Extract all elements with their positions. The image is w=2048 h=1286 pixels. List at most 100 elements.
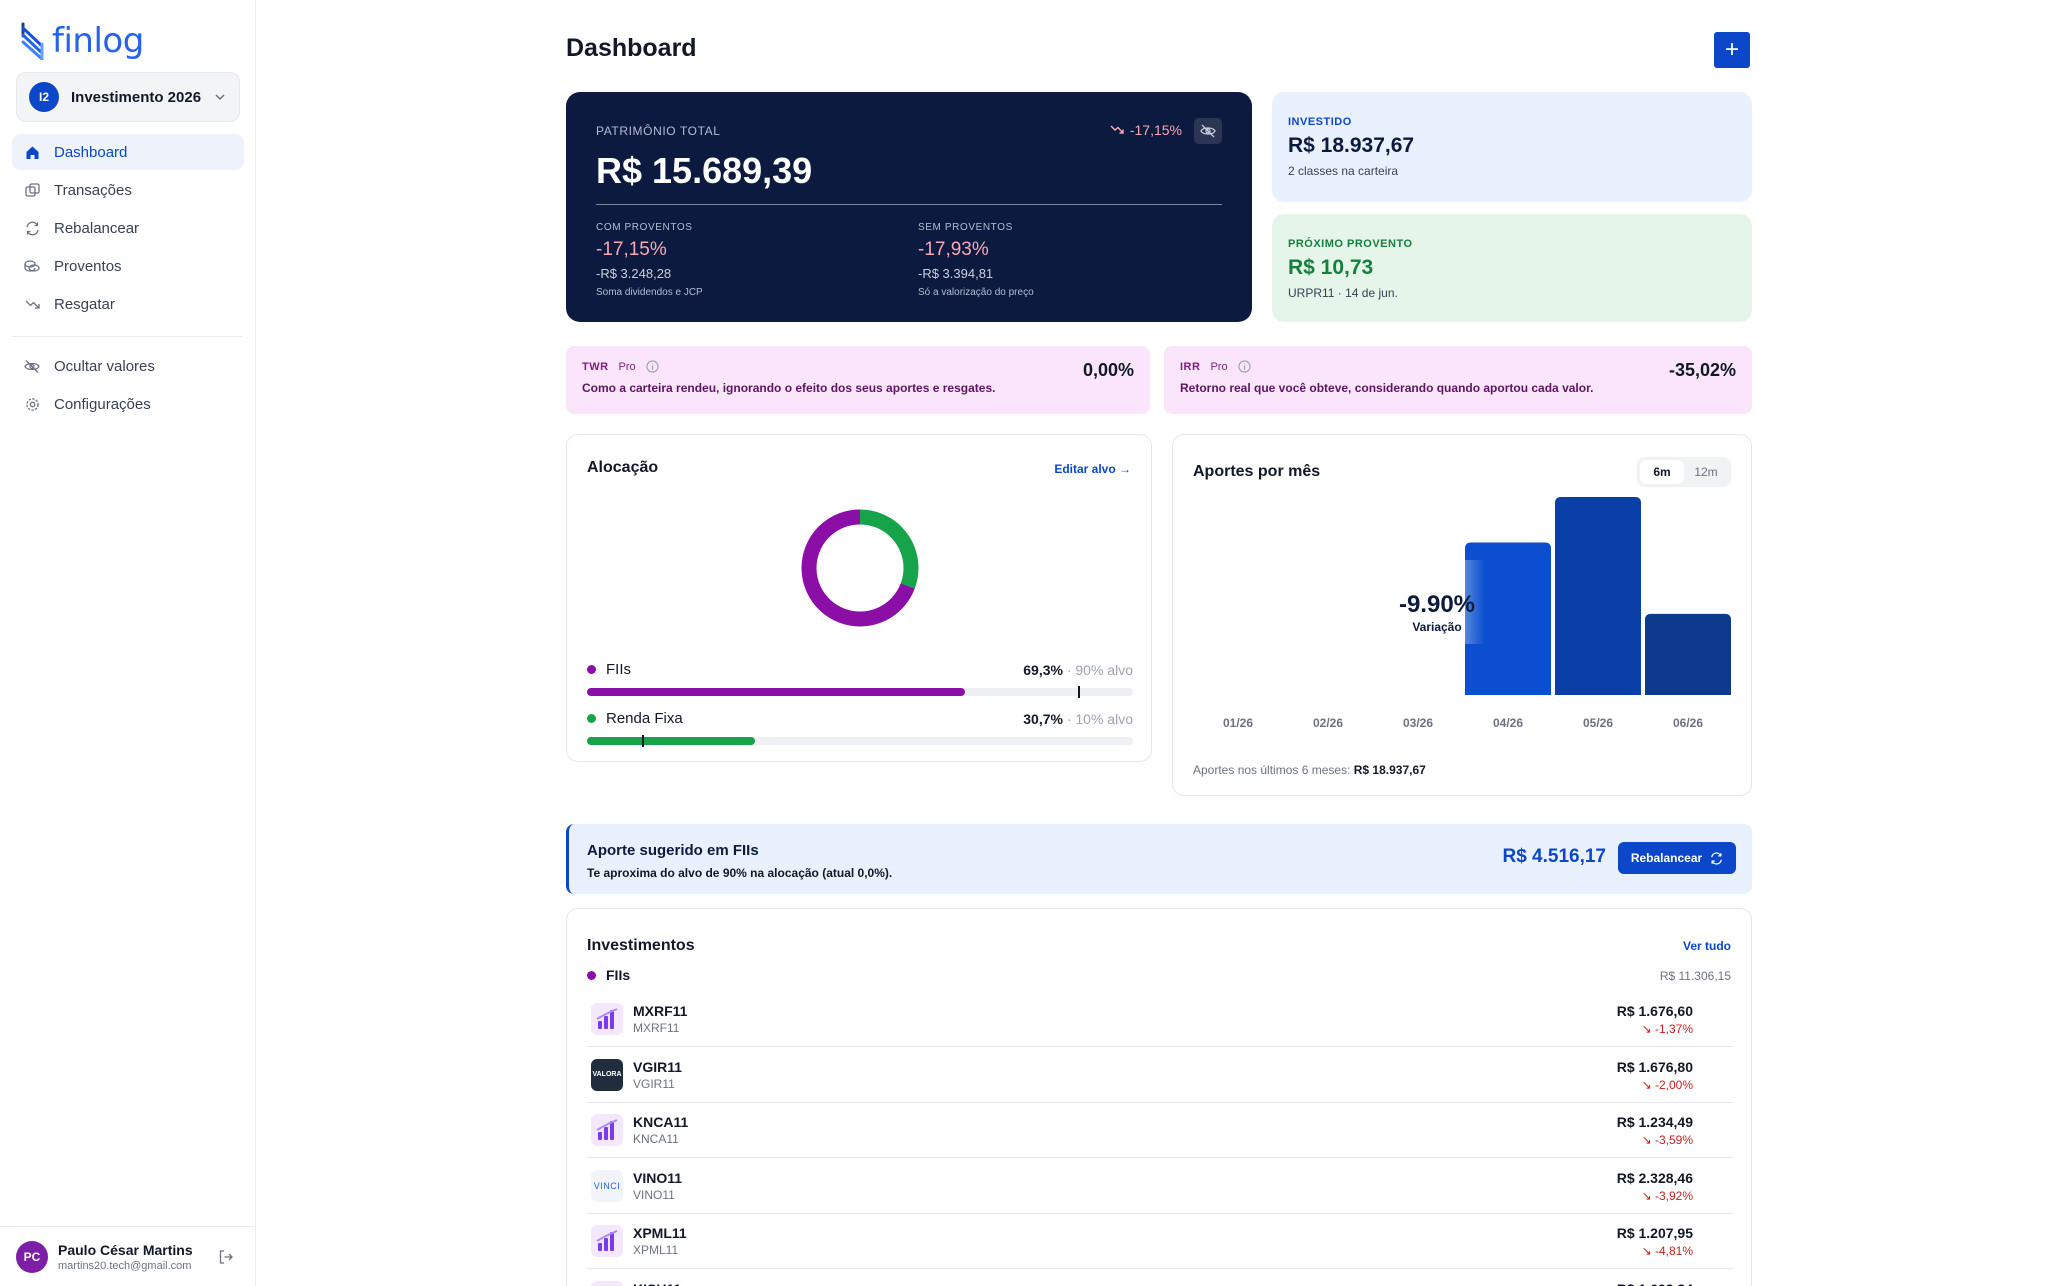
vinci-logo-icon: VINCI bbox=[591, 1169, 623, 1202]
aportes-footer-label: Aportes nos últimos 6 meses: bbox=[1193, 763, 1351, 777]
alloc-target: · 90% alvo bbox=[1066, 661, 1133, 678]
nav-item-dashboard[interactable]: Dashboard bbox=[12, 134, 244, 170]
investment-row[interactable]: VINCI VINO11 VINO11 R$ 2.328,46 ↘ -3,92% bbox=[587, 1158, 1733, 1214]
alocacao-title: Alocação bbox=[587, 459, 659, 476]
logout-icon[interactable] bbox=[218, 1249, 234, 1265]
investment-ticker: KNCA11 bbox=[633, 1114, 689, 1130]
alloc-target: · 10% alvo bbox=[1066, 710, 1133, 727]
rebalance-icon bbox=[1711, 851, 1723, 865]
logo-text: finlog bbox=[52, 21, 144, 61]
nav-item-proventos[interactable]: Proventos bbox=[12, 248, 244, 284]
investment-row[interactable]: KNCA11 KNCA11 R$ 1.234,49 ↘ -3,59% bbox=[587, 1102, 1733, 1158]
com-proventos-note: Soma dividendos e JCP bbox=[596, 287, 703, 298]
x-tick-label: 06/26 bbox=[1673, 716, 1703, 730]
alloc-name: FIIs bbox=[606, 661, 631, 678]
trending-down-icon: ↘ bbox=[1641, 1077, 1655, 1092]
group-dot bbox=[587, 970, 596, 980]
portfolio-name: Investimento 2026 bbox=[71, 88, 202, 106]
group-name: FIIs bbox=[606, 967, 631, 983]
legend-dot bbox=[587, 714, 596, 723]
aportes-footer-value: R$ 18.937,67 bbox=[1353, 763, 1426, 777]
investment-row[interactable]: KISU11 R$ 1.693,84 bbox=[587, 1269, 1733, 1286]
transactions-icon bbox=[24, 182, 40, 198]
investment-row[interactable]: XPML11 XPML11 R$ 1.207,95 ↘ -4,81% bbox=[587, 1213, 1733, 1269]
aportes-panel: Aportes por mês 6m 12m 01/26 02/26 03/26 04… bbox=[1172, 434, 1752, 796]
proximo-provento-card: PRÓXIMO PROVENTO R$ 10,73 URPR11 · 14 de… bbox=[1272, 214, 1752, 322]
variation-overlay bbox=[1395, 560, 1485, 644]
avatar[interactable]: PC bbox=[16, 1240, 48, 1273]
nav-label: Dashboard bbox=[54, 143, 128, 161]
investment-value: R$ 1.207,95 bbox=[1616, 1225, 1693, 1241]
investment-row[interactable]: VALORA VGIR11 VGIR11 R$ 1.676,80 ↘ -2,00% bbox=[587, 1047, 1733, 1103]
nav-item-ocultar-valores[interactable]: Ocultar valores bbox=[12, 348, 244, 384]
x-tick-label: 02/26 bbox=[1313, 716, 1343, 730]
nav-item-transacoes[interactable]: Transações bbox=[12, 172, 244, 208]
portfolio-badge: I2 bbox=[29, 82, 59, 112]
patrimonio-value: R$ 15.689,39 bbox=[596, 150, 813, 191]
investido-label: INVESTIDO bbox=[1288, 116, 1352, 128]
alocacao-panel: Alocação Editar alvo → FIIs 69,3% · 90% … bbox=[566, 434, 1152, 762]
add-transaction-button[interactable]: + bbox=[1714, 32, 1750, 68]
sidebar-divider bbox=[12, 336, 242, 337]
nav-label: Proventos bbox=[54, 257, 122, 275]
editar-alvo-link[interactable]: Editar alvo → bbox=[1054, 462, 1131, 476]
investment-change: ↘ -3,92% bbox=[1642, 1189, 1693, 1203]
eye-off-icon bbox=[24, 358, 40, 374]
nav-label: Resgatar bbox=[54, 295, 115, 313]
sem-proventos-pct: -17,93% bbox=[918, 239, 989, 260]
investment-ticker: XPML11 bbox=[633, 1225, 687, 1241]
period-12m[interactable]: 12m bbox=[1694, 465, 1718, 479]
group-header-fiis[interactable]: FIIs bbox=[587, 967, 630, 983]
eye-off-icon bbox=[1200, 124, 1216, 138]
investment-change: ↘ -1,37% bbox=[1642, 1022, 1693, 1036]
com-proventos-pct: -17,15% bbox=[596, 239, 667, 260]
bar-04-26[interactable] bbox=[1465, 542, 1551, 695]
twr-tag: TWR bbox=[582, 360, 609, 373]
hero-divider bbox=[596, 204, 1222, 205]
bar-06-26[interactable] bbox=[1645, 613, 1731, 695]
sem-proventos-value: -R$ 3.394,81 bbox=[918, 266, 994, 281]
trending-down-icon bbox=[24, 296, 40, 312]
alloc-row-renda-fixa[interactable]: Renda Fixa 30,7% · 10% alvo bbox=[587, 710, 1133, 747]
info-icon[interactable] bbox=[646, 360, 659, 373]
nav-item-rebalancear[interactable]: Rebalancear bbox=[12, 210, 244, 246]
patrimonio-card: PATRIMÔNIO TOTAL R$ 15.689,39 -17,15% CO… bbox=[566, 92, 1252, 322]
aportes-bar-chart: 01/26 02/26 03/26 04/26 05/26 06/26 -9.90% Va… bbox=[1223, 497, 1731, 730]
rebalancear-button[interactable]: Rebalancear bbox=[1618, 842, 1736, 874]
investment-row[interactable]: MXRF11 MXRF11 R$ 1.676,60 ↘ -1,37% bbox=[587, 991, 1733, 1047]
allocation-donut bbox=[801, 509, 919, 627]
com-proventos-value: -R$ 3.248,28 bbox=[596, 266, 672, 281]
info-icon[interactable] bbox=[1237, 360, 1251, 373]
twr-value: 0,00% bbox=[1082, 360, 1134, 380]
app-logo[interactable]: finlog bbox=[20, 20, 144, 62]
investimentos-panel: Investimentos Ver tudo FIIs R$ 11.306,15… bbox=[566, 908, 1752, 1286]
investment-subtitle: VGIR11 bbox=[633, 1076, 675, 1091]
x-tick-label: 03/26 bbox=[1403, 716, 1433, 730]
alloc-row-fiis[interactable]: FIIs 69,3% · 90% alvo bbox=[587, 661, 1133, 698]
proximo-value: R$ 10,73 bbox=[1288, 256, 1374, 279]
hide-values-button[interactable] bbox=[1194, 118, 1222, 144]
investment-change-value: -1,37% bbox=[1654, 1022, 1693, 1036]
aportes-title: Aportes por mês bbox=[1193, 463, 1321, 480]
irr-description: Retorno real que você obteve, consideran… bbox=[1180, 381, 1594, 395]
period-6m[interactable]: 6m bbox=[1640, 460, 1684, 484]
pro-badge: Pro bbox=[618, 360, 636, 373]
nav-item-configuracoes[interactable]: Configurações bbox=[12, 386, 244, 422]
finlog-logo-icon bbox=[21, 22, 44, 60]
bar-05-26[interactable] bbox=[1555, 497, 1641, 695]
rebalancear-label: Rebalancear bbox=[1630, 851, 1703, 865]
trending-down-icon bbox=[1110, 125, 1124, 134]
investment-change: ↘ -4,81% bbox=[1642, 1244, 1693, 1258]
trending-down-icon: ↘ bbox=[1641, 1188, 1655, 1203]
proximo-note: URPR11 · 14 de jun. bbox=[1288, 286, 1398, 300]
investment-subtitle: VINO11 bbox=[633, 1187, 675, 1202]
fund-logo-icon bbox=[591, 1003, 623, 1035]
ver-tudo-link[interactable]: Ver tudo bbox=[1682, 939, 1731, 953]
portfolio-selector[interactable]: I2 Investimento 2026 bbox=[16, 72, 240, 122]
period-toggle: 6m 12m bbox=[1637, 457, 1731, 487]
investment-change-value: -4,81% bbox=[1654, 1244, 1693, 1258]
legend-dot bbox=[587, 665, 596, 674]
home-icon bbox=[24, 144, 40, 160]
investment-change: ↘ -2,00% bbox=[1642, 1078, 1693, 1092]
nav-item-resgatar[interactable]: Resgatar bbox=[12, 286, 244, 322]
